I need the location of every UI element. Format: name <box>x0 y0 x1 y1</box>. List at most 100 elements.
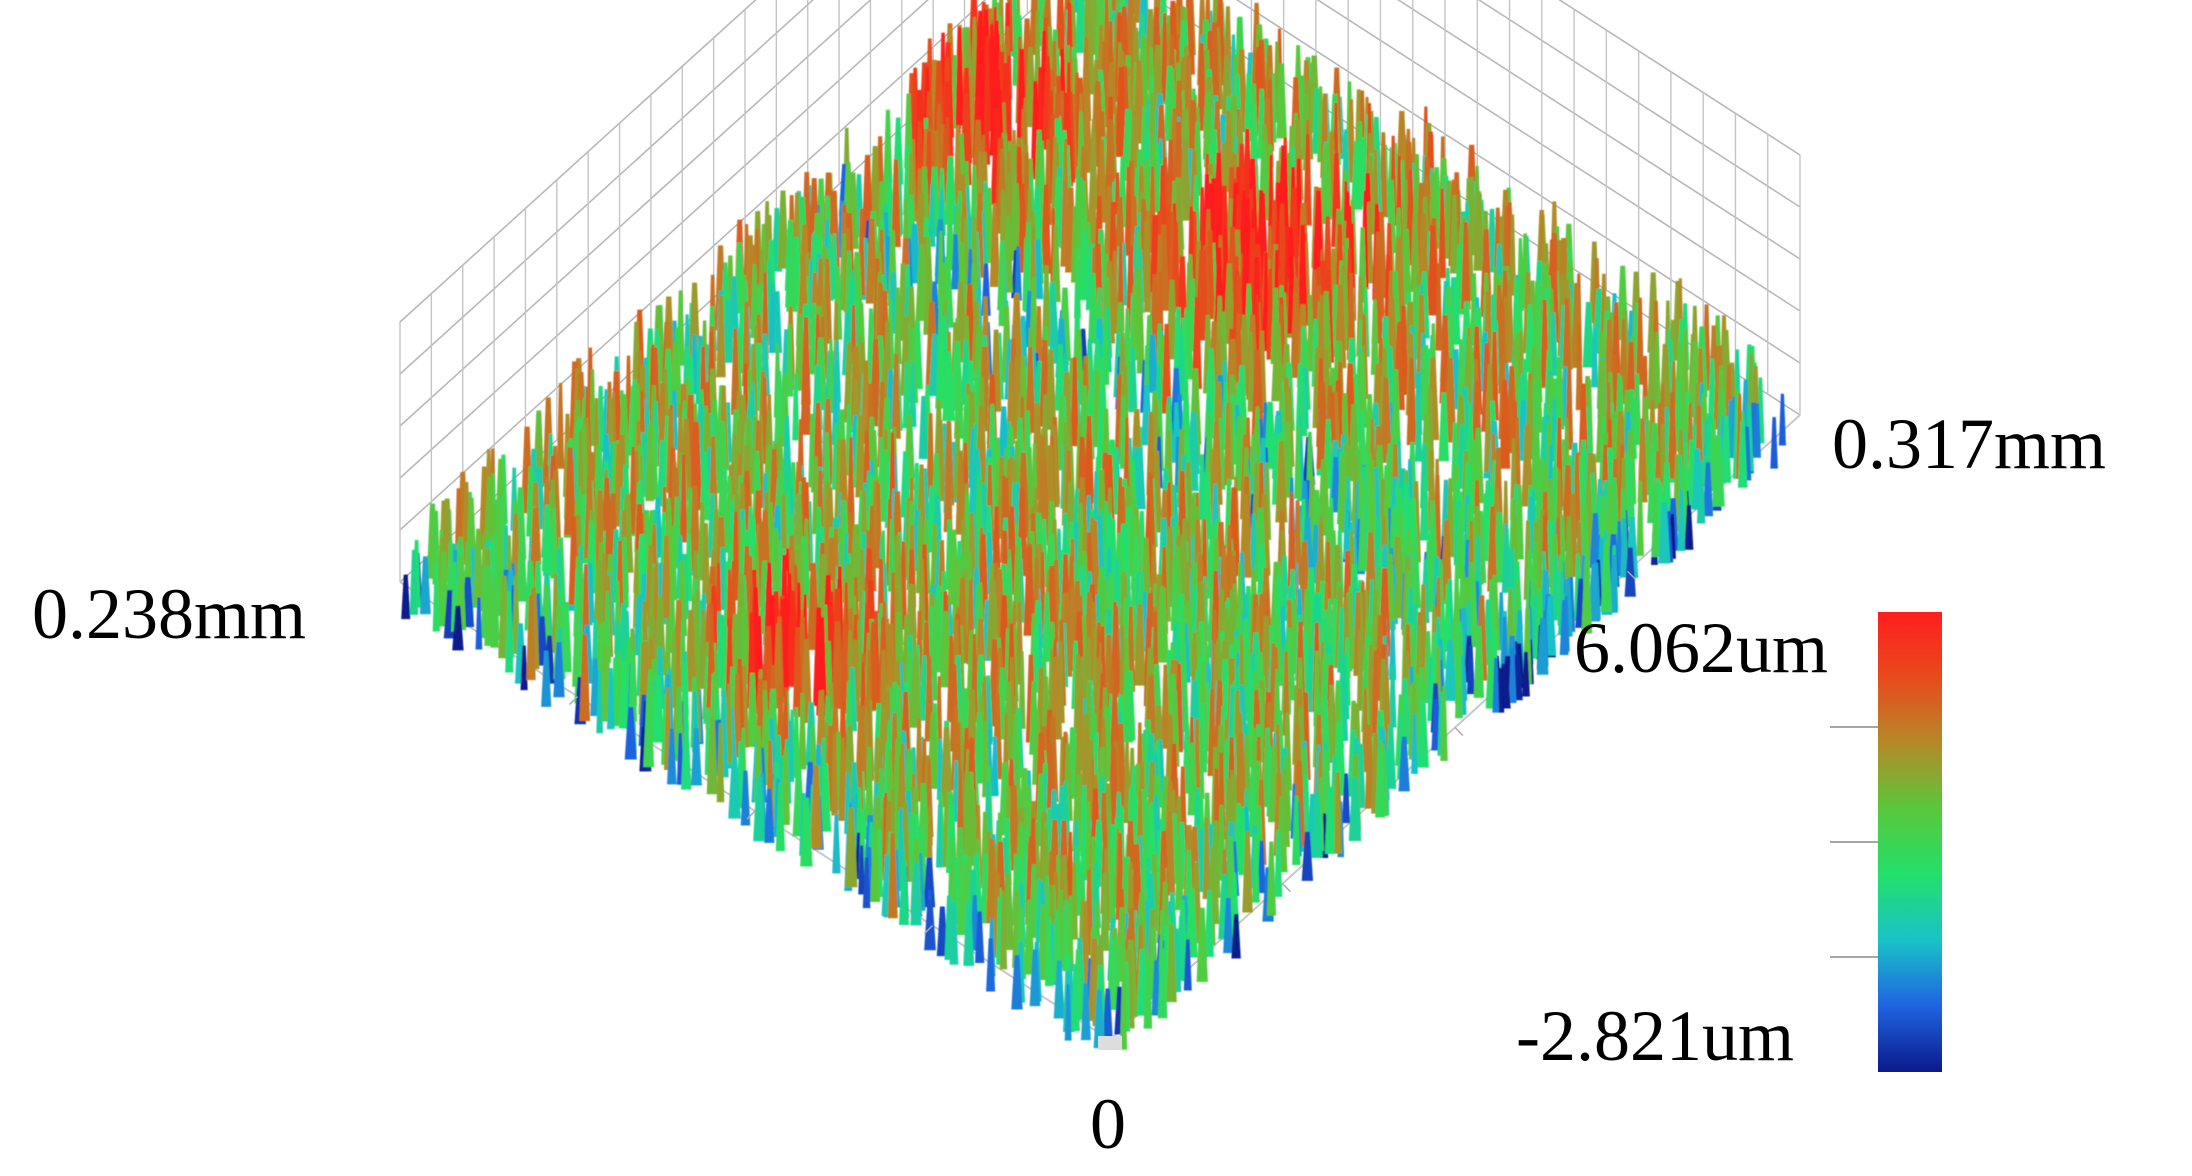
surface-spike <box>624 707 637 760</box>
surface-spike <box>660 535 672 619</box>
colorbar-ticks <box>1830 726 1878 958</box>
surface-spike <box>419 556 431 615</box>
surface-spike <box>1133 447 1146 510</box>
surface-spike <box>452 605 464 651</box>
surface-spike <box>858 845 865 895</box>
surface-spike <box>1276 63 1287 139</box>
surface-spike <box>1435 263 1443 351</box>
surface-spike <box>1375 747 1386 818</box>
surface-spike <box>1088 273 1099 344</box>
surface-spike <box>725 683 733 764</box>
surface-spike <box>1438 188 1447 279</box>
surface-spike <box>1038 904 1048 981</box>
surface-spike <box>1204 890 1214 957</box>
surface-spike <box>520 645 528 691</box>
surface-spike <box>1070 861 1078 940</box>
surface-spike <box>401 574 411 620</box>
surface-spike <box>1536 617 1549 675</box>
surface-spike <box>614 443 623 527</box>
surface-spike <box>891 159 901 248</box>
surface-spike <box>1266 841 1277 916</box>
base-axis-ticks <box>568 570 1637 1050</box>
surface-spike <box>898 859 909 926</box>
surface-spike <box>1411 713 1418 774</box>
surface-spike <box>1187 742 1198 816</box>
surface-spike <box>1070 357 1080 447</box>
surface-spike <box>1444 357 1457 443</box>
surface-spike <box>1075 0 1086 53</box>
surface-spike <box>1667 392 1678 479</box>
surface-spike <box>1417 700 1429 768</box>
colorbar <box>1878 612 1942 1072</box>
surface-spike <box>1356 630 1364 711</box>
surface-spike <box>1023 547 1035 636</box>
surface-spike <box>1231 913 1241 959</box>
surface-spike <box>716 295 726 378</box>
surface-spike <box>1303 133 1312 226</box>
surface-spike <box>1029 949 1041 1007</box>
surface-spike <box>618 660 629 729</box>
surface-spike <box>928 184 936 247</box>
surface-spike <box>777 190 789 269</box>
surface-spike <box>1003 215 1014 293</box>
surface-spike <box>831 621 844 709</box>
surface-spike <box>516 530 528 602</box>
surface-spike <box>1522 651 1530 697</box>
surface-spike <box>1166 924 1177 1003</box>
surface-spike <box>1042 592 1052 662</box>
surface-spike <box>887 833 898 919</box>
y-extent-label: 0.238mm <box>32 574 307 654</box>
surface-spike <box>949 901 959 965</box>
surface-spike <box>643 695 655 768</box>
surface-spike <box>942 352 955 421</box>
surface-spike <box>1364 724 1375 809</box>
surface-spike <box>579 634 591 722</box>
surface-plot <box>401 0 1786 1050</box>
right-back-wall-hline <box>1477 0 1801 208</box>
surface-spike <box>862 857 871 909</box>
surface-spike <box>1438 392 1450 462</box>
surface-spike <box>785 324 794 397</box>
surface-spike <box>1778 393 1786 446</box>
surface-spike <box>1721 416 1732 483</box>
surface-spike <box>1473 625 1485 698</box>
surface-spike <box>810 765 823 849</box>
surface-spike <box>1677 490 1686 552</box>
surface-spike <box>1414 397 1423 462</box>
surface-spike <box>680 723 692 790</box>
surface-spike <box>1624 547 1636 597</box>
surface-spike <box>1696 460 1706 524</box>
surface-spike <box>1011 955 1023 1010</box>
surface-spike <box>1440 685 1448 761</box>
surface-spike <box>1136 297 1145 374</box>
surface-spike <box>432 563 440 632</box>
surface-spike <box>753 777 765 842</box>
surface-spike <box>1115 67 1127 157</box>
surface-spike <box>1166 279 1178 360</box>
surface-spike <box>706 716 718 795</box>
surface-spike <box>775 782 785 852</box>
surface-spike <box>936 906 948 957</box>
surface-spike <box>1156 587 1169 663</box>
surface-spike <box>951 234 960 290</box>
surface-spike <box>1658 502 1671 564</box>
surface-spike <box>740 770 751 826</box>
surface-spike <box>1509 214 1517 296</box>
surface-spike <box>798 692 807 770</box>
surface-spike <box>526 595 536 681</box>
surface-spike <box>781 748 790 826</box>
origin-marker <box>1098 1036 1122 1050</box>
surface-spike <box>1455 645 1463 719</box>
surface-spike <box>1635 297 1645 385</box>
surface-spike <box>1049 301 1059 364</box>
x-extent-label: 0.317mm <box>1832 404 2107 484</box>
surface-spike <box>893 287 902 365</box>
surface-spike <box>1079 231 1090 301</box>
surface-spike <box>1070 964 1080 1031</box>
surface-spike <box>1451 277 1461 345</box>
surface-spike <box>1473 191 1485 271</box>
surface-spike <box>891 354 901 439</box>
surface-spike <box>935 339 947 409</box>
surface-spike <box>1247 332 1255 412</box>
